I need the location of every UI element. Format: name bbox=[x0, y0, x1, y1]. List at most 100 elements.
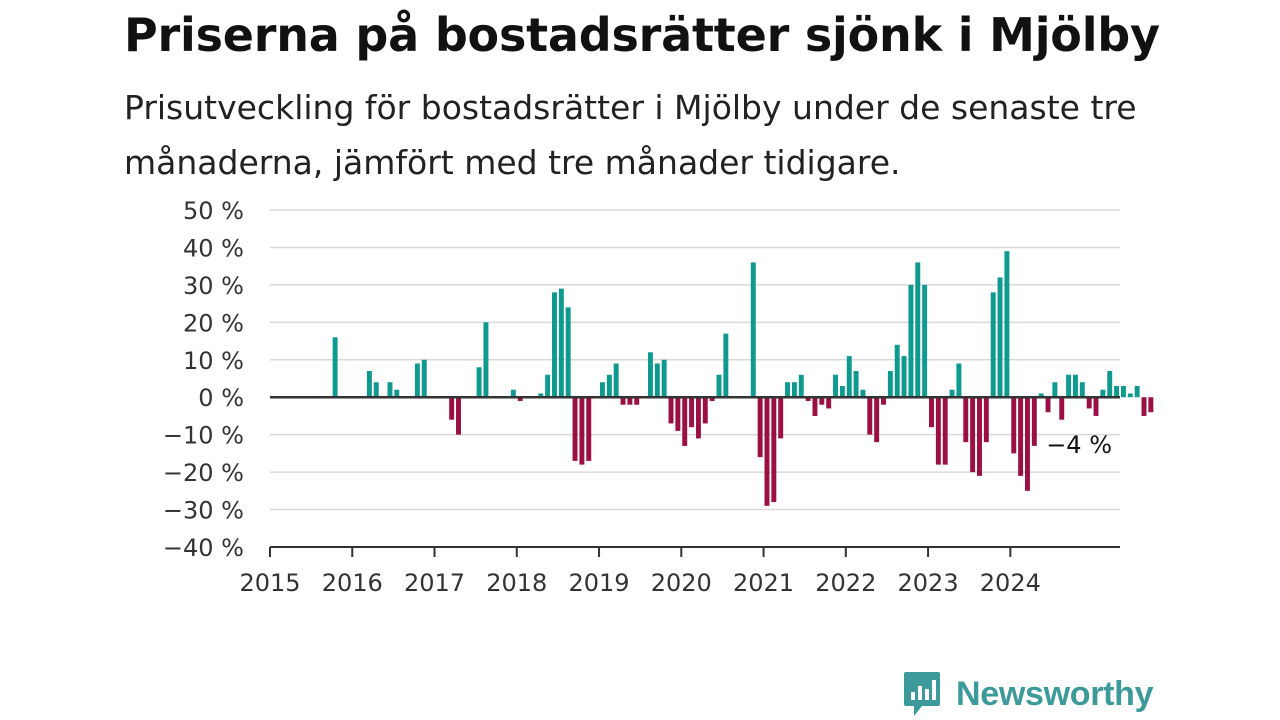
x-tick-label: 2022 bbox=[815, 569, 876, 597]
bar bbox=[620, 397, 626, 405]
bar bbox=[1024, 397, 1030, 491]
y-tick-label: −30 % bbox=[163, 497, 244, 525]
bar bbox=[476, 367, 482, 398]
bar bbox=[449, 397, 455, 420]
y-tick-label: 30 % bbox=[183, 272, 244, 300]
bar bbox=[668, 397, 674, 424]
bar bbox=[839, 385, 845, 398]
x-tick-label: 2015 bbox=[239, 569, 300, 597]
bar bbox=[867, 397, 873, 435]
bars bbox=[332, 251, 1154, 506]
bar bbox=[1079, 382, 1085, 398]
bar bbox=[949, 389, 955, 398]
bar bbox=[558, 288, 564, 398]
x-tick-label: 2024 bbox=[980, 569, 1041, 597]
bar bbox=[689, 397, 695, 428]
bar bbox=[647, 352, 653, 398]
bar bbox=[929, 397, 934, 428]
bar bbox=[1134, 385, 1140, 398]
bar bbox=[853, 371, 859, 398]
bar bbox=[901, 356, 907, 398]
y-tick-label: −20 % bbox=[163, 459, 244, 487]
bar bbox=[764, 397, 770, 506]
x-tick-label: 2021 bbox=[733, 569, 794, 597]
bar bbox=[1031, 397, 1037, 446]
y-tick-label: 0 % bbox=[198, 384, 244, 412]
bar bbox=[791, 382, 797, 398]
bar bbox=[1011, 397, 1017, 454]
bar bbox=[366, 371, 372, 398]
bar bbox=[1141, 397, 1147, 416]
bar bbox=[908, 284, 914, 398]
y-tick-label: −40 % bbox=[163, 534, 244, 562]
bar bbox=[545, 374, 551, 398]
bar bbox=[661, 359, 667, 398]
bar bbox=[702, 397, 708, 424]
bar bbox=[510, 389, 516, 398]
chart-subtitle: Prisutveckling för bostadsrätter i Mjölb… bbox=[124, 88, 1137, 182]
bar bbox=[1018, 397, 1024, 476]
newsworthy-logo-icon bbox=[904, 672, 940, 716]
y-tick-label: 40 % bbox=[183, 234, 244, 262]
bar bbox=[1072, 374, 1078, 398]
y-tick-label: 10 % bbox=[183, 347, 244, 375]
bar bbox=[709, 397, 715, 401]
axes bbox=[269, 395, 1120, 557]
bar bbox=[387, 382, 393, 398]
bar bbox=[922, 284, 928, 398]
last-value-annotation: −4 % bbox=[1046, 431, 1112, 459]
bar bbox=[517, 397, 523, 401]
bar bbox=[414, 363, 420, 398]
bar bbox=[654, 363, 660, 398]
bar bbox=[538, 393, 544, 398]
bar bbox=[874, 397, 880, 443]
bar-chart: 50 % 40 % 30 % 20 % 10 % 0 % −10 % −20 % −30 % −4… bbox=[163, 197, 1154, 597]
bar bbox=[675, 397, 681, 431]
bar bbox=[956, 363, 962, 398]
x-tick-label: 2019 bbox=[568, 569, 629, 597]
chart-title: Priserna på bostadsrätter sjönk i Mjölby bbox=[124, 8, 1160, 62]
bar bbox=[1127, 393, 1133, 398]
bar bbox=[915, 262, 921, 398]
x-tick-label: 2018 bbox=[486, 569, 547, 597]
bar bbox=[881, 397, 886, 405]
bar bbox=[846, 356, 852, 398]
bar bbox=[373, 382, 379, 398]
bar bbox=[757, 397, 763, 458]
bar bbox=[819, 397, 825, 405]
bar bbox=[613, 363, 619, 398]
bar bbox=[606, 374, 612, 398]
bar bbox=[970, 397, 976, 473]
bar bbox=[778, 397, 784, 439]
bar bbox=[1093, 397, 1099, 416]
bar bbox=[723, 333, 729, 398]
bar bbox=[798, 374, 804, 398]
bar bbox=[785, 382, 791, 398]
bar bbox=[805, 397, 811, 401]
bar bbox=[1004, 251, 1010, 398]
x-axis-labels: 2015 2016 2017 2018 2019 2020 2021 2022 2023 2024 bbox=[239, 569, 1040, 597]
bar bbox=[977, 397, 982, 476]
bar bbox=[716, 374, 722, 398]
bar bbox=[894, 344, 900, 398]
bar bbox=[599, 382, 605, 398]
bar bbox=[695, 397, 701, 439]
bar bbox=[826, 397, 832, 409]
y-axis-labels: 50 % 40 % 30 % 20 % 10 % 0 % −10 % −20 % −30 % −4… bbox=[163, 197, 244, 562]
bar bbox=[942, 397, 948, 465]
bar bbox=[771, 397, 777, 503]
x-tick-label: 2017 bbox=[404, 569, 465, 597]
bar bbox=[1059, 397, 1065, 420]
bar bbox=[421, 359, 427, 398]
bar bbox=[1148, 397, 1154, 413]
y-tick-label: 50 % bbox=[183, 197, 244, 225]
bar bbox=[1100, 389, 1106, 398]
x-tick-label: 2020 bbox=[651, 569, 712, 597]
bar bbox=[682, 397, 688, 446]
bar bbox=[1045, 397, 1051, 413]
bar bbox=[833, 374, 838, 398]
bar bbox=[627, 397, 633, 405]
bar bbox=[1114, 385, 1120, 398]
bar bbox=[1086, 397, 1092, 409]
bar bbox=[812, 397, 818, 416]
